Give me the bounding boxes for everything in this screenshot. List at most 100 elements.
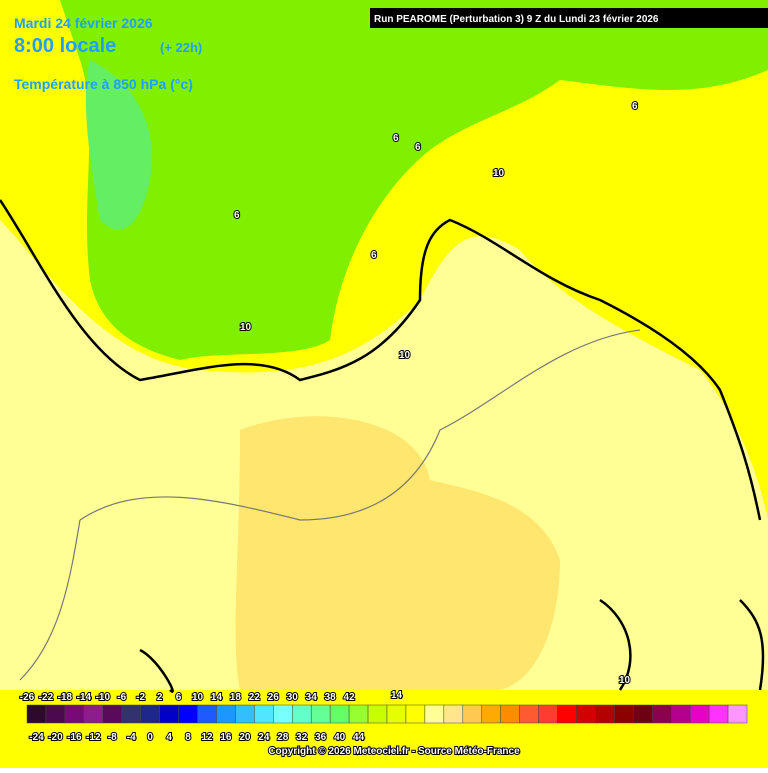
- legend-swatch: [329, 704, 350, 724]
- contour-label: 10: [493, 168, 505, 179]
- legend-label: 26: [268, 692, 280, 703]
- legend-label: 38: [325, 692, 337, 703]
- time: 8:00 locale: [14, 35, 116, 57]
- run-info: Run PEAROME (Perturbation 3) 9 Z du Lund…: [374, 14, 659, 25]
- legend-label: -2: [136, 692, 145, 703]
- legend-swatch: [178, 704, 198, 724]
- legend-swatch: [235, 704, 255, 724]
- legend-swatch: [159, 704, 179, 724]
- legend-swatch: [64, 704, 85, 724]
- legend-swatch: [45, 704, 66, 724]
- copyright: Copyright © 2026 Meteociel.fr - Source M…: [268, 746, 520, 757]
- legend-swatch: [197, 704, 217, 724]
- legend-label: 34: [306, 692, 318, 703]
- legend-swatch: [273, 704, 293, 724]
- contour-label: 10: [619, 675, 631, 686]
- legend-swatch: [576, 704, 596, 724]
- legend-swatch: [708, 704, 729, 724]
- legend-swatch: [670, 704, 691, 724]
- contour-label: 10: [399, 350, 411, 361]
- legend-label: 18: [230, 692, 242, 703]
- legend-label: 24: [258, 732, 270, 743]
- legend-swatch: [689, 704, 710, 724]
- legend-label: -8: [108, 732, 117, 743]
- legend-swatch: [595, 704, 615, 724]
- legend-label: 6: [176, 692, 182, 703]
- contour-label: 6: [632, 101, 638, 112]
- legend-label: 36: [315, 732, 327, 743]
- legend-swatch: [121, 704, 141, 724]
- legend-label: -12: [86, 732, 101, 743]
- coastline: [599, 598, 765, 691]
- legend-swatch: [310, 704, 331, 724]
- legend-swatch: [519, 704, 539, 724]
- legend-label: -10: [96, 692, 111, 703]
- contour-label: 6: [234, 210, 240, 221]
- run-banner: [370, 8, 768, 28]
- legend-swatch: [216, 704, 236, 724]
- legend-swatch: [348, 704, 369, 724]
- variable: Température à 850 hPa (°c): [14, 76, 193, 92]
- contour-label: 6: [371, 250, 377, 261]
- legend-label: 20: [239, 732, 251, 743]
- legend-swatch: [292, 704, 312, 724]
- contour-label: 6: [415, 142, 421, 153]
- legend-swatch: [500, 704, 520, 724]
- contour-label: 6: [393, 133, 399, 144]
- legend-label: 2: [157, 692, 163, 703]
- legend-label: -18: [58, 692, 73, 703]
- legend-swatch: [386, 704, 407, 724]
- coastline: [0, 199, 762, 521]
- legend-swatch: [140, 704, 160, 724]
- legend-label: 40: [334, 732, 346, 743]
- coastline: [139, 648, 174, 693]
- legend-swatch: [652, 704, 672, 724]
- legend-label: 32: [296, 732, 308, 743]
- legend-label: 4: [166, 732, 172, 743]
- legend-label: 0: [147, 732, 153, 743]
- legend-swatch: [83, 704, 104, 724]
- legend-swatch: [727, 704, 748, 724]
- legend-label: 10: [192, 692, 204, 703]
- legend-label: 28: [277, 732, 289, 743]
- contour-label: 10: [240, 322, 252, 333]
- legend-swatch: [538, 704, 558, 724]
- legend-label: -16: [67, 732, 82, 743]
- legend-swatch: [481, 704, 501, 724]
- green-region-dark: [85, 60, 152, 230]
- legend-swatch: [462, 704, 482, 724]
- legend-label: -24: [29, 732, 44, 743]
- legend-label: -6: [117, 692, 126, 703]
- border: [19, 329, 641, 681]
- legend-swatch: [254, 704, 274, 724]
- legend-swatch: [443, 704, 464, 724]
- legend-label: -4: [127, 732, 136, 743]
- legend-label: 44: [353, 732, 365, 743]
- legend-swatch: [26, 704, 47, 724]
- legend-label: 16: [220, 732, 232, 743]
- legend-swatch: [614, 704, 634, 724]
- legend-label: -20: [48, 732, 63, 743]
- legend-swatch: [367, 704, 388, 724]
- legend-swatch: [557, 704, 577, 724]
- legend-swatch: [424, 704, 445, 724]
- legend-swatch: [633, 704, 653, 724]
- legend-label: 12: [201, 732, 213, 743]
- legend-label: -26: [20, 692, 35, 703]
- legend-label: 8: [185, 732, 191, 743]
- legend-label: -14: [77, 692, 92, 703]
- legend-label: 22: [249, 692, 261, 703]
- warm-region: [235, 416, 561, 690]
- forecast-offset: (+ 22h): [160, 40, 202, 55]
- legend-swatch: [405, 704, 426, 724]
- legend-label: 14: [211, 692, 223, 703]
- green-region: [60, 0, 768, 360]
- legend-label: -22: [39, 692, 54, 703]
- date: Mardi 24 février 2026: [14, 15, 153, 31]
- contour-label: 14: [391, 690, 403, 701]
- legend-label: 42: [344, 692, 356, 703]
- legend-label: 30: [287, 692, 299, 703]
- legend-swatch: [102, 704, 122, 724]
